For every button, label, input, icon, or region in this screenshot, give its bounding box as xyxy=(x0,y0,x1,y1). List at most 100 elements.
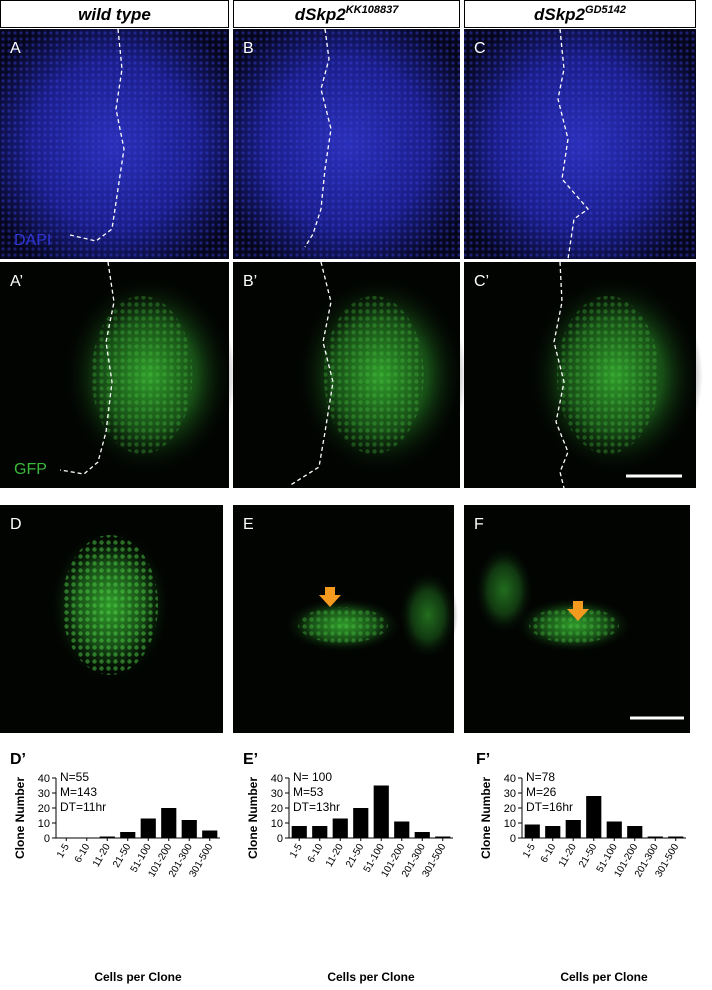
y-tick-label: 20 xyxy=(504,803,516,815)
bar xyxy=(353,808,369,838)
x-axis-label: Cells per Clone xyxy=(94,970,182,984)
x-tick-label: 11-20 xyxy=(557,842,579,869)
boundary xyxy=(59,261,115,475)
panel-label: C’ xyxy=(474,273,489,290)
x-tick-label: 11-20 xyxy=(324,842,346,869)
arrow xyxy=(567,601,589,621)
annotation: DT=13hr xyxy=(293,800,340,814)
chart-label: F’ xyxy=(476,751,490,768)
y-tick-label: 40 xyxy=(271,773,283,785)
column-header: dSkp2GD5142 xyxy=(534,4,626,24)
clone-texture xyxy=(298,607,388,643)
nuclei-texture xyxy=(0,29,229,259)
clone-texture xyxy=(62,535,158,675)
panel-label: B’ xyxy=(243,273,257,290)
nuclei-texture xyxy=(464,29,696,259)
bar xyxy=(291,826,307,838)
gfp-texture xyxy=(323,295,424,455)
header-base: dSkp2 xyxy=(534,5,586,24)
panel-label: C xyxy=(474,40,486,57)
bar xyxy=(414,832,430,838)
bar xyxy=(524,824,540,838)
y-tick-label: 30 xyxy=(38,788,50,800)
annotation: N= 100 xyxy=(293,770,332,784)
y-tick-label: 10 xyxy=(38,818,50,830)
bar xyxy=(99,836,115,838)
header-sup: KK108837 xyxy=(346,4,399,16)
chart-label: D’ xyxy=(10,751,26,768)
y-tick-label: 0 xyxy=(510,833,516,845)
bar xyxy=(120,832,136,838)
header-box xyxy=(0,0,229,28)
bar xyxy=(161,808,177,838)
bar xyxy=(394,821,410,838)
x-tick-label: 6-10 xyxy=(306,842,326,865)
header-base: dSkp2 xyxy=(295,5,347,24)
bar xyxy=(140,818,156,838)
y-tick-label: 20 xyxy=(271,803,283,815)
annotation: DT=16hr xyxy=(526,800,573,814)
bar xyxy=(606,821,622,838)
stain-label: DAPI xyxy=(14,232,51,249)
annotation: M=53 xyxy=(293,785,324,799)
bar xyxy=(312,826,328,838)
y-axis-label: Clone Number xyxy=(479,777,493,859)
x-axis-label: Cells per Clone xyxy=(560,970,648,984)
bar xyxy=(668,836,684,838)
bar xyxy=(373,785,389,838)
y-tick-label: 20 xyxy=(38,803,50,815)
y-tick-label: 10 xyxy=(271,818,283,830)
panel-label: E xyxy=(243,516,254,533)
x-tick-label: 6-10 xyxy=(73,842,93,865)
bar xyxy=(565,820,581,838)
annotation: N=55 xyxy=(60,770,89,784)
y-tick-label: 0 xyxy=(277,833,283,845)
header-base: wild type xyxy=(78,5,151,24)
bar xyxy=(332,818,348,838)
header-sup: GD5142 xyxy=(585,4,626,16)
y-tick-label: 10 xyxy=(504,818,516,830)
panel-label: A xyxy=(10,40,21,57)
x-tick-label: 1-5 xyxy=(55,842,72,860)
y-axis-label: Clone Number xyxy=(13,777,27,859)
boundary xyxy=(69,28,125,242)
bar xyxy=(647,836,663,838)
bar xyxy=(586,796,602,838)
column-header: dSkp2KK108837 xyxy=(295,4,400,24)
nuclei-texture xyxy=(233,29,460,259)
stain-label: GFP xyxy=(14,461,47,478)
annotation: M=26 xyxy=(526,785,557,799)
panel-label: F xyxy=(474,516,484,533)
clone xyxy=(474,545,534,635)
gfp-texture xyxy=(91,295,193,455)
x-tick-label: 1-5 xyxy=(521,842,538,860)
x-axis-label: Cells per Clone xyxy=(327,970,415,984)
annotation: DT=11hr xyxy=(60,800,106,814)
column-header: wild type xyxy=(78,5,151,24)
boundary xyxy=(304,28,332,248)
y-tick-label: 40 xyxy=(504,773,516,785)
annotation: M=143 xyxy=(60,785,97,799)
bar xyxy=(181,820,197,838)
chart-label: E’ xyxy=(243,751,258,768)
clone xyxy=(398,570,458,660)
bar xyxy=(435,836,451,838)
x-tick-label: 1-5 xyxy=(288,842,305,860)
panel-label: A’ xyxy=(10,273,23,290)
header-box xyxy=(233,0,460,28)
annotation: N=78 xyxy=(526,770,555,784)
bar xyxy=(202,830,218,838)
boundary xyxy=(557,28,589,260)
y-axis-label: Clone Number xyxy=(246,777,260,859)
gfp-texture xyxy=(556,295,659,455)
header-box xyxy=(464,0,696,28)
y-tick-label: 30 xyxy=(504,788,516,800)
arrow xyxy=(319,587,341,607)
panel-label: D xyxy=(10,516,22,533)
clone-texture xyxy=(529,607,619,643)
x-tick-label: 11-20 xyxy=(91,842,113,869)
y-tick-label: 0 xyxy=(44,833,50,845)
y-tick-label: 40 xyxy=(38,773,50,785)
panel-label: B xyxy=(243,40,254,57)
